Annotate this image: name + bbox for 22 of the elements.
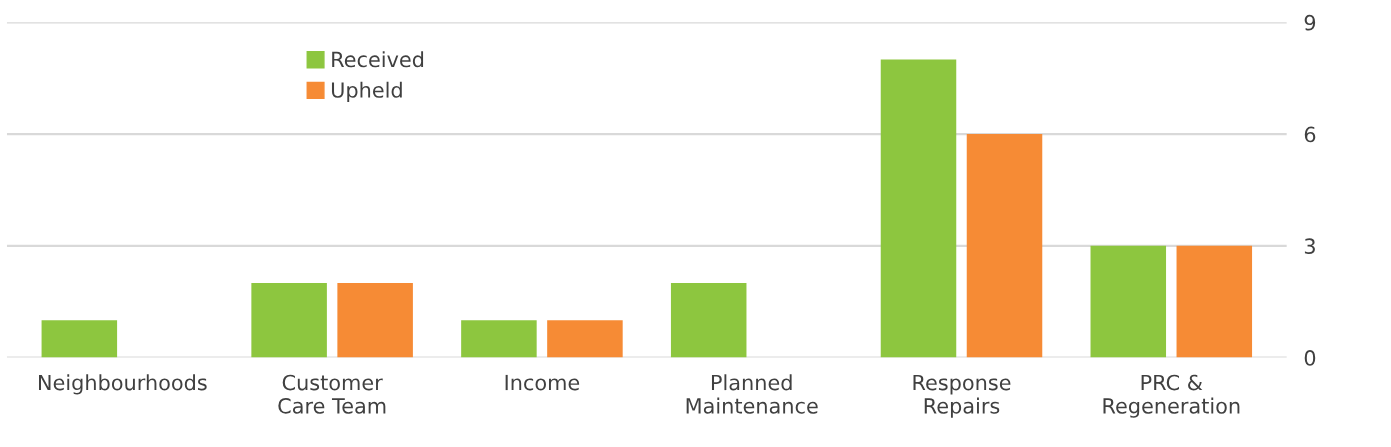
x-tick-label: Response Repairs	[913, 374, 1011, 418]
y-tick-label: 6	[1304, 126, 1316, 143]
bar	[251, 283, 327, 358]
x-tick-label: Planned Maintenance	[686, 374, 818, 414]
x-tick-label: Customer Care Team	[278, 374, 386, 414]
y-tick-label: 9	[1304, 14, 1316, 31]
x-tick-label: Income	[505, 374, 580, 391]
bar	[547, 320, 623, 358]
legend-label: Received	[332, 51, 424, 68]
bar	[41, 320, 118, 358]
bar	[880, 59, 957, 358]
bar	[461, 320, 537, 358]
legend-label: Upheld	[331, 81, 402, 102]
bar	[1176, 245, 1253, 358]
y-tick-label: 0	[1304, 350, 1316, 366]
bar	[670, 283, 747, 358]
bar	[1090, 245, 1167, 358]
y-tick-label: 3	[1304, 238, 1315, 255]
x-tick-label: PRC & Regeneration	[1103, 374, 1240, 418]
bar	[966, 134, 1043, 358]
x-tick-label: Neighbourhoods	[39, 374, 207, 395]
bar	[337, 283, 413, 358]
